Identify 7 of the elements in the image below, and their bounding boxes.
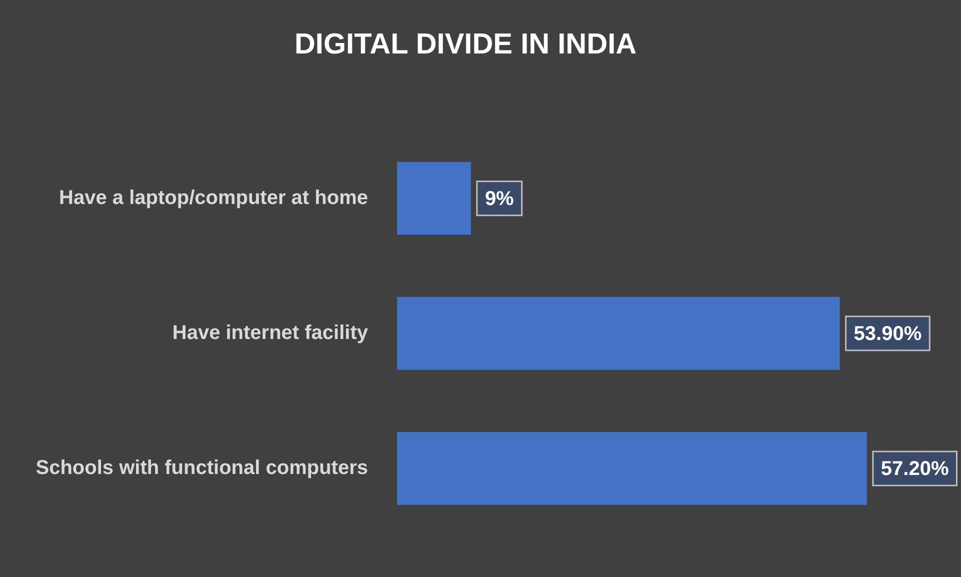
data-label: 53.90% (854, 322, 922, 345)
data-label: 9% (484, 188, 514, 210)
y-tick-label: Have internet facility (172, 322, 369, 344)
y-tick-label: Have a laptop/computer at home (59, 186, 368, 209)
data-label: 57.20% (880, 458, 949, 480)
y-tick-label: Schools with functional computers (36, 456, 368, 479)
chart-title: DIGITAL DIVIDE IN INDIA (294, 28, 637, 60)
